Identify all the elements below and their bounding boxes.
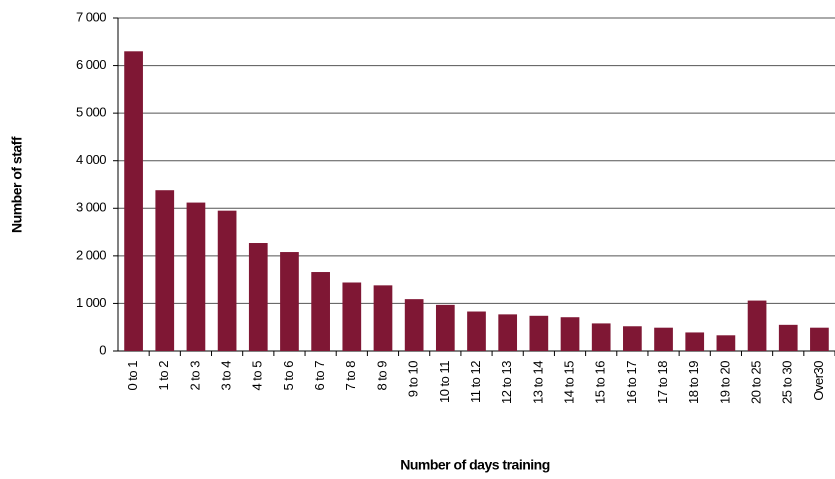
x-tick-label: 20 to 25: [749, 361, 764, 404]
bar: [467, 311, 486, 351]
bar: [716, 335, 736, 351]
bar: [591, 323, 611, 351]
x-axis-title: Number of days training: [400, 457, 550, 473]
x-tick-label: 14 to 15: [561, 361, 576, 404]
x-tick-label: 1 to 2: [156, 361, 171, 391]
bar: [529, 315, 549, 351]
bar: [342, 282, 362, 351]
bar: [498, 314, 518, 351]
bar: [217, 210, 237, 351]
x-tick-label: 19 to 20: [717, 361, 732, 404]
x-tick-label: 16 to 17: [624, 361, 639, 404]
bar: [248, 243, 268, 351]
x-tick-label: 8 to 9: [374, 361, 389, 391]
y-tick-label: 2 000: [76, 247, 106, 262]
x-tick-label: 5 to 6: [281, 361, 296, 391]
x-tick-label: 17 to 18: [655, 361, 670, 404]
x-tick-label: 6 to 7: [312, 361, 327, 391]
x-tick-label: 18 to 19: [686, 361, 701, 404]
x-tick-label: 10 to 11: [437, 361, 452, 403]
x-tick-label: 15 to 16: [593, 361, 608, 404]
y-tick-label: 5 000: [76, 105, 106, 120]
x-tick-label: 3 to 4: [219, 361, 234, 391]
x-tick-label: 25 to 30: [780, 361, 795, 404]
x-tick-label: 13 to 14: [530, 361, 545, 404]
bar: [311, 272, 330, 351]
x-tick-label: 12 to 13: [499, 361, 514, 404]
x-tick-label: 4 to 5: [250, 361, 265, 391]
x-tick-label: 0 to 1: [125, 361, 140, 391]
x-tick-label: Over30: [811, 361, 826, 401]
bar: [280, 252, 299, 351]
bar: [155, 190, 175, 351]
bar: [560, 317, 580, 351]
bar: [435, 304, 455, 351]
bar: [373, 285, 393, 351]
y-tick-label: 7 000: [76, 9, 106, 24]
x-tick-label: 2 to 3: [187, 361, 202, 391]
bar: [623, 326, 642, 351]
y-tick-label: 1 000: [76, 295, 106, 310]
x-tick-label: 7 to 8: [343, 361, 358, 391]
bar: [685, 332, 705, 351]
bar: [747, 300, 767, 351]
bar: [404, 299, 424, 351]
y-tick-label: 6 000: [76, 57, 106, 72]
x-tick-label: 11 to 12: [468, 361, 483, 403]
bar: [124, 51, 143, 352]
y-tick-label: 3 000: [76, 200, 106, 215]
y-tick-label: 0: [99, 342, 106, 357]
bar: [654, 327, 673, 351]
bar: [186, 202, 206, 351]
x-tick-label: 9 to 10: [406, 361, 421, 398]
bar: [778, 324, 798, 351]
y-axis-title: Number of staff: [9, 136, 25, 233]
bar: [810, 327, 829, 351]
y-tick-label: 4 000: [76, 152, 106, 167]
